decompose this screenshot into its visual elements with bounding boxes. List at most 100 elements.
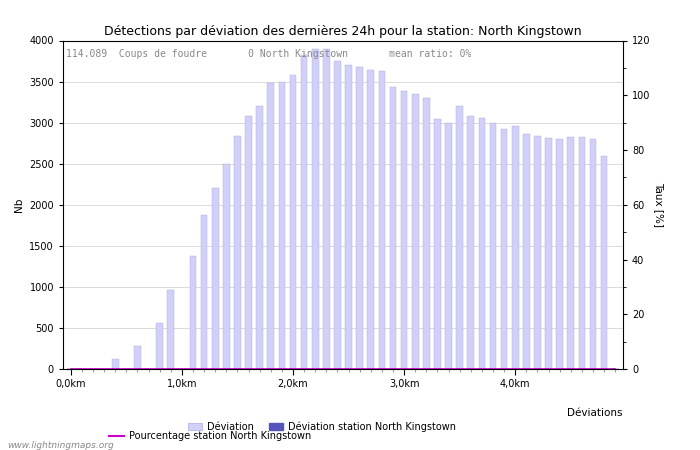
Pourcentage station North Kingstown [178,366,186,372]
Bar [579,137,585,369]
Bar [279,81,285,369]
Bar [134,346,141,369]
Pourcentage station North Kingstown [66,366,75,372]
Bar [568,137,574,369]
Bar [434,118,441,369]
Title: Détections par déviation des dernières 24h pour la station: North Kingstown: Détections par déviation des dernières 2… [104,25,582,38]
Pourcentage station North Kingstown [556,366,564,372]
Pourcentage station North Kingstown [566,366,575,372]
Bar [256,106,263,369]
Pourcentage station North Kingstown [333,366,342,372]
Pourcentage station North Kingstown [200,366,209,372]
Bar [445,122,452,369]
Y-axis label: Nb: Nb [14,198,24,212]
Bar [345,65,352,369]
Pourcentage station North Kingstown [256,366,264,372]
Pourcentage station North Kingstown [456,366,464,372]
Bar [267,83,274,369]
Pourcentage station North Kingstown [600,366,608,372]
Pourcentage station North Kingstown [522,366,531,372]
Bar [490,122,496,369]
Pourcentage station North Kingstown [244,366,253,372]
Bar [589,139,596,369]
Pourcentage station North Kingstown [367,366,375,372]
Bar [167,290,174,369]
Bar [500,129,508,369]
Bar [323,49,330,369]
Pourcentage station North Kingstown [278,366,286,372]
Bar [368,70,374,369]
Pourcentage station North Kingstown [444,366,453,372]
Bar [234,136,241,369]
Pourcentage station North Kingstown [267,366,275,372]
Pourcentage station North Kingstown [133,366,141,372]
Pourcentage station North Kingstown [477,366,486,372]
Pourcentage station North Kingstown [344,366,353,372]
Bar [312,49,318,369]
Pourcentage station North Kingstown [122,366,130,372]
Bar [423,98,430,369]
Bar [545,138,552,369]
Pourcentage station North Kingstown [389,366,397,372]
Legend: Déviation, Déviation station North Kingstown: Déviation, Déviation station North Kings… [184,418,460,436]
Bar [512,126,519,369]
Bar [523,134,530,369]
Bar [334,61,341,369]
Pourcentage station North Kingstown [611,366,620,372]
Bar [245,116,252,369]
Bar [201,215,207,369]
Bar [468,116,474,369]
Pourcentage station North Kingstown [322,366,330,372]
Pourcentage station North Kingstown [155,366,164,372]
Pourcentage station North Kingstown [144,366,153,372]
Bar [412,94,419,369]
Bar [534,136,541,369]
Pourcentage station North Kingstown [378,366,386,372]
Pourcentage station North Kingstown [433,366,442,372]
Bar [601,156,608,369]
Pourcentage station North Kingstown [400,366,408,372]
Pourcentage station North Kingstown [289,366,298,372]
Bar [290,75,296,369]
Pourcentage station North Kingstown [589,366,597,372]
Pourcentage station North Kingstown [311,366,319,372]
Pourcentage station North Kingstown [300,366,308,372]
Y-axis label: Taux [%]: Taux [%] [654,182,664,227]
Pourcentage station North Kingstown [89,366,97,372]
Pourcentage station North Kingstown [422,366,430,372]
Text: 114.089  Coups de foudre       0 North Kingstown       mean ratio: 0%: 114.089 Coups de foudre 0 North Kingstow… [66,49,471,58]
Bar [112,359,118,369]
Pourcentage station North Kingstown [411,366,419,372]
Pourcentage station North Kingstown [578,366,586,372]
Pourcentage station North Kingstown [189,366,197,372]
Pourcentage station North Kingstown [511,366,519,372]
Legend: Pourcentage station North Kingstown: Pourcentage station North Kingstown [105,428,315,445]
Bar [556,139,563,369]
Bar [156,323,163,369]
Pourcentage station North Kingstown [100,366,108,372]
Pourcentage station North Kingstown [533,366,542,372]
Bar [401,90,407,369]
Bar [390,87,396,369]
Bar [301,55,307,369]
Pourcentage station North Kingstown [111,366,120,372]
Bar [356,67,363,369]
Pourcentage station North Kingstown [500,366,508,372]
Bar [212,188,218,369]
Bar [456,106,463,369]
Pourcentage station North Kingstown [467,366,475,372]
Text: www.lightningmaps.org: www.lightningmaps.org [7,441,113,450]
Bar [379,71,385,369]
Pourcentage station North Kingstown [356,366,364,372]
Bar [223,164,230,369]
Pourcentage station North Kingstown [211,366,219,372]
Pourcentage station North Kingstown [489,366,497,372]
Pourcentage station North Kingstown [222,366,230,372]
Pourcentage station North Kingstown [545,366,553,372]
Pourcentage station North Kingstown [167,366,175,372]
Text: Déviations: Déviations [568,409,623,419]
Bar [479,118,485,369]
Bar [190,256,196,369]
Pourcentage station North Kingstown [78,366,86,372]
Pourcentage station North Kingstown [233,366,242,372]
